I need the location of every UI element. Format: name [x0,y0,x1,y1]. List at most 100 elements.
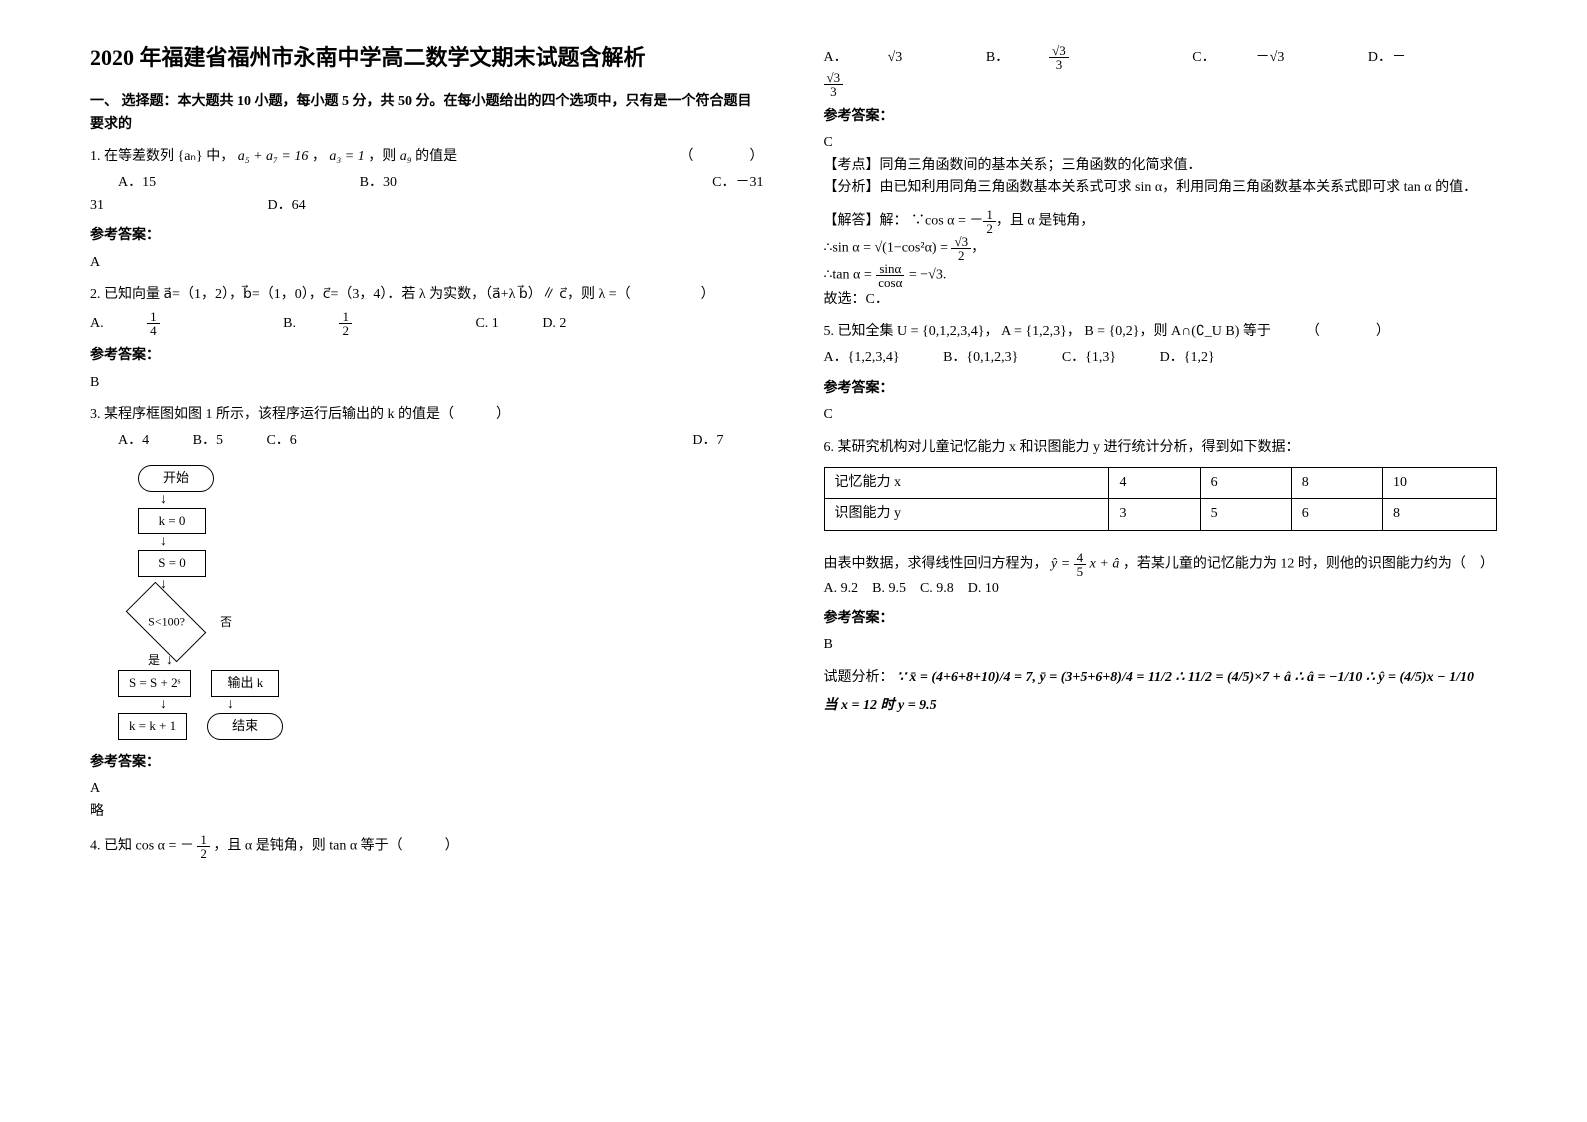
q4-opt-a: A． √3 [824,50,943,65]
j1n: 1 [983,208,996,222]
j3b: cosα [875,276,905,289]
question-5: 5. 已知全集 U = {0,1,2,3,4}， A = {1,2,3}， B … [824,321,1498,343]
q4-kaodian: 【考点】同角三角函数间的基本关系；三角函数的化简求值． [824,155,1498,177]
q3-opt-b: B．5 [193,433,223,448]
q2-answer: B [90,372,764,394]
q4-pre: 4. 已知 cos α = － [90,839,194,854]
j1d: 2 [983,222,996,235]
q4-mid: ，且 α 是钝角，则 tan α 等于（ ） [213,839,458,854]
j2-post: ， [971,240,985,255]
q2-opt-b: B. 12 [283,316,435,331]
question-6: 6. 某研究机构对儿童记忆能力 x 和识图能力 y 进行统计分析，得到如下数据： [824,437,1498,459]
q2-b-den: 2 [339,324,352,337]
answer-label-1: 参考答案： [90,225,764,247]
j2n: √3 [951,235,971,249]
q4-b-pre: B． [986,50,1009,65]
answer-label-4: 参考答案： [824,106,1498,128]
q4-a: √3 [888,50,903,65]
q1-opt-c: C．－31 [712,172,763,194]
fx-label: 【分析】 [824,180,880,195]
section-heading: 一、 选择题：本大题共 10 小题，每小题 5 分，共 50 分。在每小题给出的… [90,91,764,136]
q1-eq3: a₉ [400,149,412,164]
kd-label: 【考点】 [824,158,880,173]
q2-b-pre: B. [283,316,299,331]
q4-d-num: √3 [824,71,844,85]
q2-opt-a: A. 14 [90,316,243,331]
q3-opt-c: C．6 [266,433,296,448]
q5-opt-b: B．{0,1,2,3} [943,350,1018,365]
cell: 6 [1291,499,1382,530]
q4-num: 1 [197,833,210,847]
analysis-text: ∵ x̄ = (4+6+8+10)/4 = 7, ȳ = (3+5+6+8)/4… [897,670,1474,685]
q6-eqn: 4 [1074,551,1087,565]
q6-analysis: 试题分析： ∵ x̄ = (4+6+8+10)/4 = 7, ȳ = (3+5+… [824,667,1498,689]
q4-c: －√3 [1256,50,1285,65]
q1-opt-d: D．64 [268,198,306,213]
q5-opt-d: D．{1,2} [1160,350,1215,365]
analysis-label: 试题分析： [824,670,894,685]
arrow-icon: ↓ [160,697,167,713]
arrow-icon: ↓ [227,697,234,713]
answer-label-3: 参考答案： [90,752,764,774]
q4-opt-c: C． －√3 [1192,50,1324,65]
j3-pre: ∴tan α = [824,267,876,282]
q6-table: 记忆能力 x 4 6 8 10 识图能力 y 3 5 6 8 [824,467,1498,531]
cell: 识图能力 y [824,499,1109,530]
q6-final: 当 x = 12 时 y = 9.5 [824,695,1498,717]
q4-a-pre: A． [824,50,848,65]
q4-j4: 故选：C． [824,289,1498,311]
q4-jieda: 【解答】解： ∵cos α = －12，且 α 是钝角， [824,208,1498,235]
cell: 8 [1382,499,1496,530]
j2d: 2 [955,249,968,262]
q4-opt-b: B．√33 [986,50,1149,65]
q6-eq-post: ，若某儿童的记忆能力为 12 时，则他的识图能力约为（ ） [1123,556,1494,571]
cell: 6 [1200,467,1291,498]
q1-seq: {aₙ} [178,149,203,164]
answer-label-5: 参考答案： [824,378,1498,400]
q3-options: A．4 B．5 C．6 D．7 [90,430,764,452]
table-row: 记忆能力 x 4 6 8 10 [824,467,1497,498]
q1-answer: A [90,252,764,274]
q4-b-num: √3 [1049,44,1069,58]
arrow-icon: ↓ [160,492,167,508]
q5-options: A．{1,2,3,4} B．{0,1,2,3} C．{1,3} D．{1,2} [824,347,1498,369]
q1-tail: 的值是 [415,149,457,164]
flow-yes-label: 是 [148,651,160,670]
q2-a-num: 1 [147,310,160,324]
jd-label: 【解答】解： [824,213,908,228]
q4-fenxi: 【分析】由已知利用同角三角函数基本关系式可求 sin α，利用同角三角函数基本关… [824,177,1498,199]
q4-answer: C [824,132,1498,154]
flow-cond-text: S<100? [148,613,185,632]
q1-mid1: 中， [206,149,234,164]
question-2: 2. 已知向量 a⃗=（1，2），b⃗=（1，0），c⃗=（3，4）．若 λ 为… [90,284,764,306]
cell: 10 [1382,467,1496,498]
q4-j3: ∴tan α = sinαcosα = −√3. [824,262,1498,289]
answer-label-6: 参考答案： [824,608,1498,630]
q3-answer: A [90,778,764,800]
flow-start: 开始 [138,465,214,492]
q1-options: A．15 B．30 C．－31 31 D．64 [90,172,764,217]
q6-options: A. 9.2 B. 9.5 C. 9.8 D. 10 [824,578,1498,600]
q1-opt-b: B．30 [360,175,397,190]
cell: 8 [1291,467,1382,498]
q2-a-pre: A. [90,316,107,331]
flow-out-k: 输出 k [211,670,279,697]
q5-answer: C [824,404,1498,426]
q1-opt-c2: 31 [90,198,104,213]
q1-eq2: a₃ = 1 [329,149,364,164]
q4-c-pre: C． [1192,50,1215,65]
q4-j2: ∴sin α = √(1−cos²α) = √32， [824,235,1498,262]
flow-step: S = S + 2ˢ [118,670,191,697]
j1-pre: ∵cos α = － [911,213,983,228]
q3-opt-a: A．4 [118,433,149,448]
q3-note: 略 [90,801,764,823]
arrow-icon: ↓ [160,534,167,550]
q6-eq: 由表中数据，求得线性回归方程为， ŷ = 45 x + â ，若某儿童的记忆能力… [824,551,1498,578]
j3-post: = −√3. [905,267,946,282]
q2-b-num: 1 [339,310,352,324]
q1-eq1: a₅ + a₇ = 16 [238,149,309,164]
q2-opt-c: C. 1 [475,316,498,331]
q1-mid2: ， [312,149,326,164]
flowchart: 开始 ↓ k = 0 ↓ S = 0 ↓ S<100? 否 是 ↓ S = S … [118,465,764,740]
q4-d-den: 3 [827,85,840,98]
